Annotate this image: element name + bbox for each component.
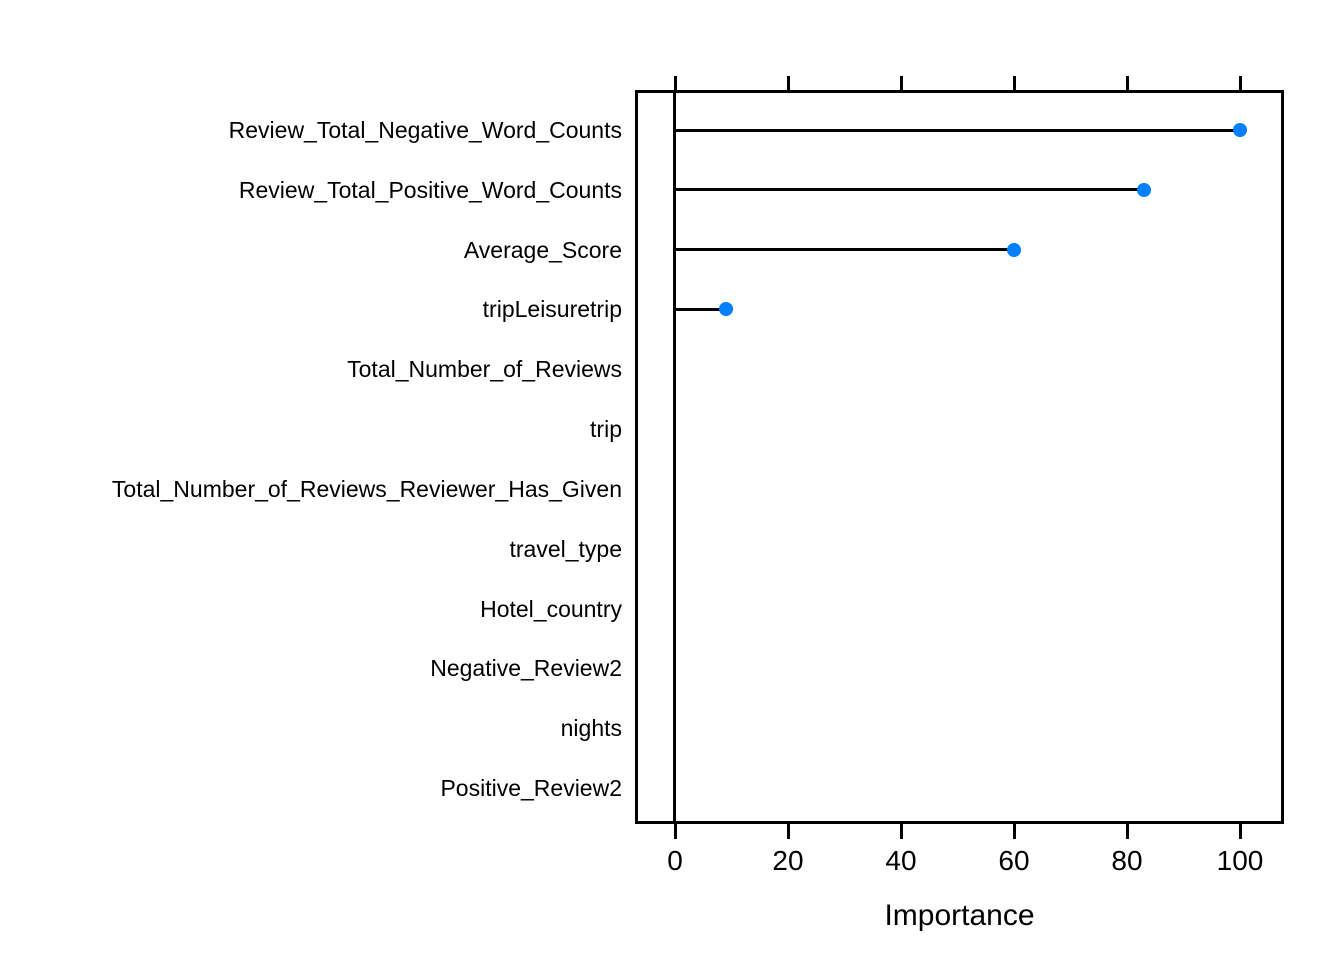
x-tick-label: 0	[667, 845, 683, 876]
lollipop-stick	[675, 307, 726, 311]
y-axis-label: Total_Number_of_Reviews_Reviewer_Has_Giv…	[111, 475, 622, 502]
y-axis-label: Positive_Review2	[440, 775, 622, 802]
data-point-dot	[1136, 182, 1151, 197]
data-point-dot	[1007, 242, 1021, 257]
lollipop-stick	[675, 248, 1014, 252]
x-tick-mark-top	[899, 76, 903, 90]
y-axis-label: Total_Number_of_Reviews	[347, 356, 622, 383]
x-tick-mark-top	[786, 76, 790, 90]
y-axis-label: Review_Total_Positive_Word_Counts	[238, 176, 622, 203]
x-tick-mark-bottom	[1238, 824, 1242, 839]
x-tick-mark-bottom	[786, 824, 790, 839]
y-axis-label: nights	[560, 715, 622, 742]
x-tick-mark-bottom	[673, 824, 677, 839]
x-tick-mark-top	[1238, 76, 1242, 90]
y-axis-label: tripLeisuretrip	[482, 296, 622, 323]
x-tick-label: 20	[772, 845, 804, 876]
x-tick-mark-bottom	[899, 824, 903, 839]
x-tick-mark-bottom	[1012, 824, 1016, 839]
y-axis-label: trip	[590, 416, 622, 443]
y-axis-label: Hotel_country	[480, 595, 622, 622]
lollipop-stick	[675, 128, 1240, 132]
x-tick-label: 100	[1216, 845, 1264, 876]
y-axis-label: travel_type	[509, 535, 622, 562]
x-tick-mark-top	[1012, 76, 1016, 90]
x-tick-label: 40	[885, 845, 917, 876]
y-axis-label: Review_Total_Negative_Word_Counts	[228, 117, 622, 143]
x-tick-label: 60	[998, 845, 1030, 876]
y-axis-label: Negative_Review2	[430, 655, 622, 682]
data-point-dot	[718, 302, 733, 317]
y-axis-label: Average_Score	[463, 236, 622, 263]
data-point-dot	[1233, 123, 1247, 137]
x-tick-label: 80	[1111, 845, 1143, 876]
x-tick-mark-bottom	[1125, 824, 1129, 839]
lollipop-stick	[675, 188, 1144, 192]
plot-panel-border	[635, 90, 1284, 824]
zero-baseline	[673, 90, 676, 824]
x-axis-title: Importance	[884, 899, 1035, 932]
x-tick-mark-top	[673, 76, 677, 90]
x-tick-mark-top	[1125, 76, 1129, 90]
